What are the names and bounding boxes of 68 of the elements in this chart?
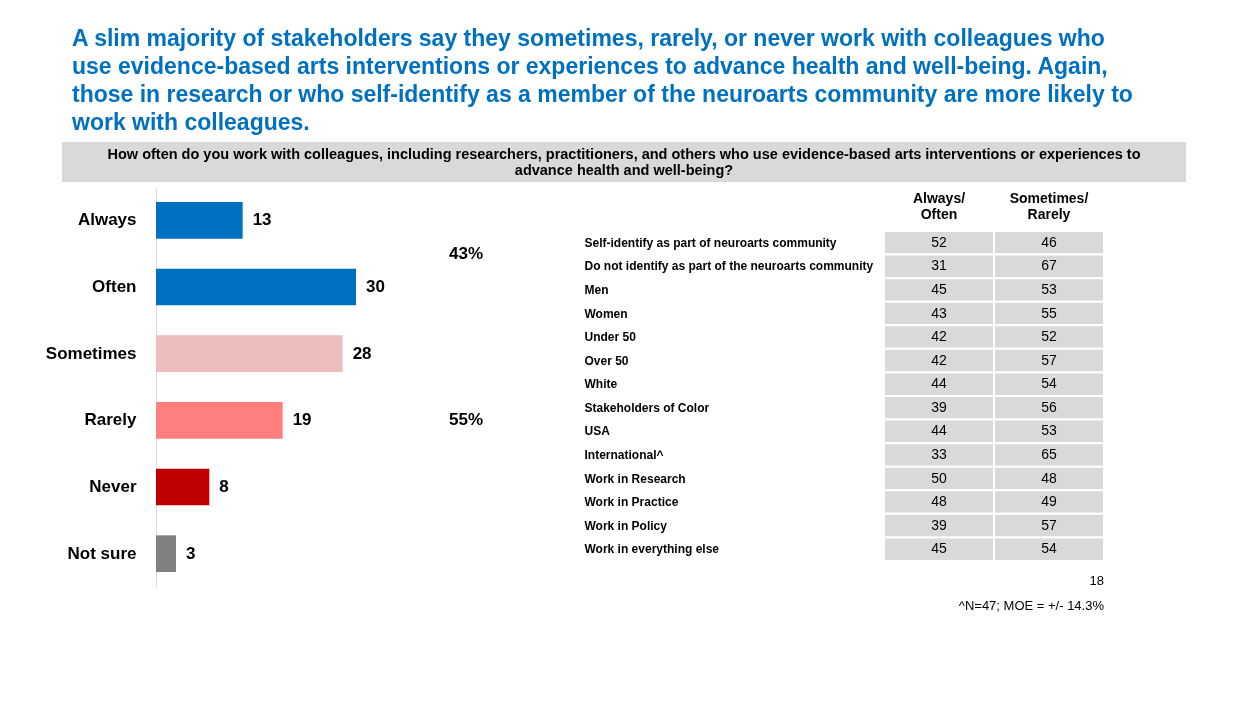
data-label: 19 (292, 410, 312, 430)
data-label: 45 (931, 280, 947, 297)
bar (156, 335, 343, 372)
y-tick-label: Rarely (84, 410, 138, 430)
y-tick-label: Always (77, 210, 137, 230)
text: 18 (1089, 573, 1104, 588)
data-label: 30 (366, 277, 385, 296)
text: ^N=47; MOE = +/- 14.3% (958, 598, 1105, 613)
data-label: 8 (219, 477, 229, 496)
data-label: 33 (931, 445, 947, 462)
data-label: 28 (352, 343, 372, 363)
data-label: 52 (931, 233, 947, 250)
y-tick-label: Work in Policy (584, 518, 668, 533)
data-label: 53 (1041, 422, 1057, 439)
data-label: 3 (186, 543, 196, 563)
text: How often do you work with colleagues, including researchers, practitioners, and others who use evidence-based arts interventions or experiences to advance health and well-being? (62, 142, 1186, 182)
data-label: 50 (931, 469, 947, 486)
data-label: 31 (931, 257, 947, 274)
data-label: 44 (931, 375, 947, 392)
data-label: 39 (931, 398, 947, 415)
data-label: 44 (931, 422, 947, 439)
data-label: 52 (1041, 328, 1057, 345)
data-label: 46 (1041, 233, 1057, 250)
data-label: 67 (1041, 257, 1057, 274)
y-tick-label: Do not identify as part of the neuroarts community (584, 259, 874, 274)
bar (156, 468, 210, 506)
data-label: 54 (1041, 375, 1057, 392)
bar (156, 535, 176, 572)
y-tick-label: Work in Practice (584, 495, 679, 510)
x-tick-label: Sometimes/ Rarely (1009, 189, 1089, 222)
y-tick-label: Never (89, 477, 137, 496)
data-label: 42 (931, 351, 947, 368)
y-tick-label: International^ (584, 447, 664, 462)
data-label: 57 (1041, 516, 1057, 533)
text: 43% (448, 243, 484, 263)
y-tick-label: Often (92, 277, 137, 296)
y-tick-label: Not sure (67, 543, 137, 563)
y-tick-label: Women (584, 306, 628, 321)
data-label: 45 (931, 540, 947, 557)
data-label: 65 (1041, 445, 1057, 462)
data-label: 42 (931, 328, 947, 345)
x-tick-label: Always/ Often (912, 189, 966, 222)
data-label: 49 (1041, 493, 1057, 510)
data-label: 57 (1041, 351, 1057, 368)
data-label: 48 (931, 493, 947, 510)
text: 55% (448, 410, 484, 430)
bar (156, 402, 283, 439)
y-tick-label: White (584, 377, 618, 392)
y-tick-label: USA (584, 424, 611, 439)
data-label: 54 (1041, 540, 1057, 557)
data-label: 53 (1041, 280, 1057, 297)
bar (156, 202, 243, 239)
data-label: 55 (1041, 304, 1057, 321)
y-tick-label: Men (584, 282, 609, 297)
y-tick-label: Over 50 (584, 353, 629, 368)
data-label: 56 (1041, 398, 1057, 415)
y-tick-label: Work in Research (584, 471, 686, 486)
data-label: 39 (931, 516, 947, 533)
y-tick-label: Stakeholders of Color (584, 400, 710, 415)
y-tick-label: Self-identify as part of neuroarts community (584, 235, 837, 250)
data-label: 48 (1041, 469, 1057, 486)
y-tick-label: Work in everything else (584, 542, 720, 557)
bar (156, 268, 356, 306)
text: A slim majority of stakeholders say they sometimes, rarely, or never work with colleagues who use evidence-based arts interventions or experiences to advance health and well-being. Again, those in research or who self-identify as a member of the neuroarts community are more likely to work with colleagues. (72, 24, 1134, 136)
y-tick-label: Sometimes (45, 343, 137, 363)
data-label: 13 (252, 210, 272, 230)
y-tick-label: Under 50 (584, 330, 637, 345)
data-label: 43 (931, 304, 947, 321)
